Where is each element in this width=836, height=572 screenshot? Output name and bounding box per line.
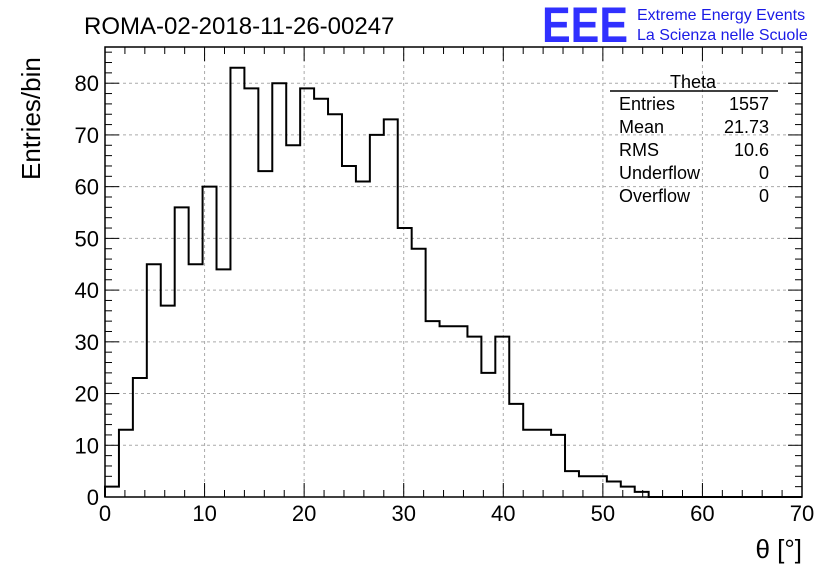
y-tick-label: 80 (75, 71, 99, 96)
logo-line-1: Extreme Energy Events (637, 7, 805, 24)
stats-row-value: 1557 (729, 94, 769, 114)
eee-logo-mark: EEE (542, 0, 628, 53)
x-tick-label: 10 (192, 501, 216, 526)
y-tick-labels: 0 10 20 30 40 50 60 70 80 (75, 71, 99, 510)
y-tick-label: 10 (75, 433, 99, 458)
y-tick-label: 40 (75, 278, 99, 303)
histogram-outline (104, 66, 802, 498)
stats-row-label: Overflow (619, 186, 691, 206)
stats-row: Mean 21.73 (619, 117, 769, 137)
x-tick-labels: 0 10 20 30 40 50 60 70 (99, 501, 814, 526)
y-tick-label: 20 (75, 382, 99, 407)
eee-logo: EEE Extreme Energy Events La Scienza nel… (542, 0, 808, 53)
x-tick-label: 70 (790, 501, 814, 526)
stats-row-value: 10.6 (734, 140, 769, 160)
y-tick-label: 30 (75, 330, 99, 355)
plot-frame (104, 46, 803, 498)
y-tick-label: 0 (87, 485, 99, 510)
stats-title: Theta (670, 72, 717, 92)
y-tick-label: 50 (75, 226, 99, 251)
stats-row-label: Entries (619, 94, 675, 114)
stats-row: Overflow 0 (619, 186, 769, 206)
x-tick-label: 30 (391, 501, 415, 526)
x-tick-label: 40 (491, 501, 515, 526)
x-tick-label: 60 (690, 501, 714, 526)
stats-row: Underflow 0 (619, 163, 769, 183)
stats-row-label: RMS (619, 140, 659, 160)
chart-title: ROMA-02-2018-11-26-00247 (84, 13, 394, 40)
axis-ticks (104, 47, 803, 498)
stats-row-value: 0 (759, 163, 769, 183)
stats-row: Entries 1557 (619, 94, 769, 114)
x-axis-title: θ [°] (755, 534, 802, 564)
stats-row-label: Mean (619, 117, 664, 137)
logo-line-2: La Scienza nelle Scuole (637, 27, 808, 44)
stats-box: Theta Entries 1557 Mean 21.73 RMS 10.6 Underfl… (610, 72, 778, 206)
stats-row: RMS 10.6 (619, 140, 769, 160)
y-tick-label: 60 (75, 175, 99, 200)
stats-row-label: Underflow (619, 163, 701, 183)
y-axis-title: Entries/bin (16, 57, 46, 180)
y-tick-label: 70 (75, 123, 99, 148)
stats-row-value: 21.73 (724, 117, 769, 137)
grid-lines (105, 47, 802, 497)
x-tick-label: 20 (292, 501, 316, 526)
x-tick-label: 50 (591, 501, 615, 526)
x-tick-label: 0 (99, 501, 111, 526)
stats-row-value: 0 (759, 186, 769, 206)
